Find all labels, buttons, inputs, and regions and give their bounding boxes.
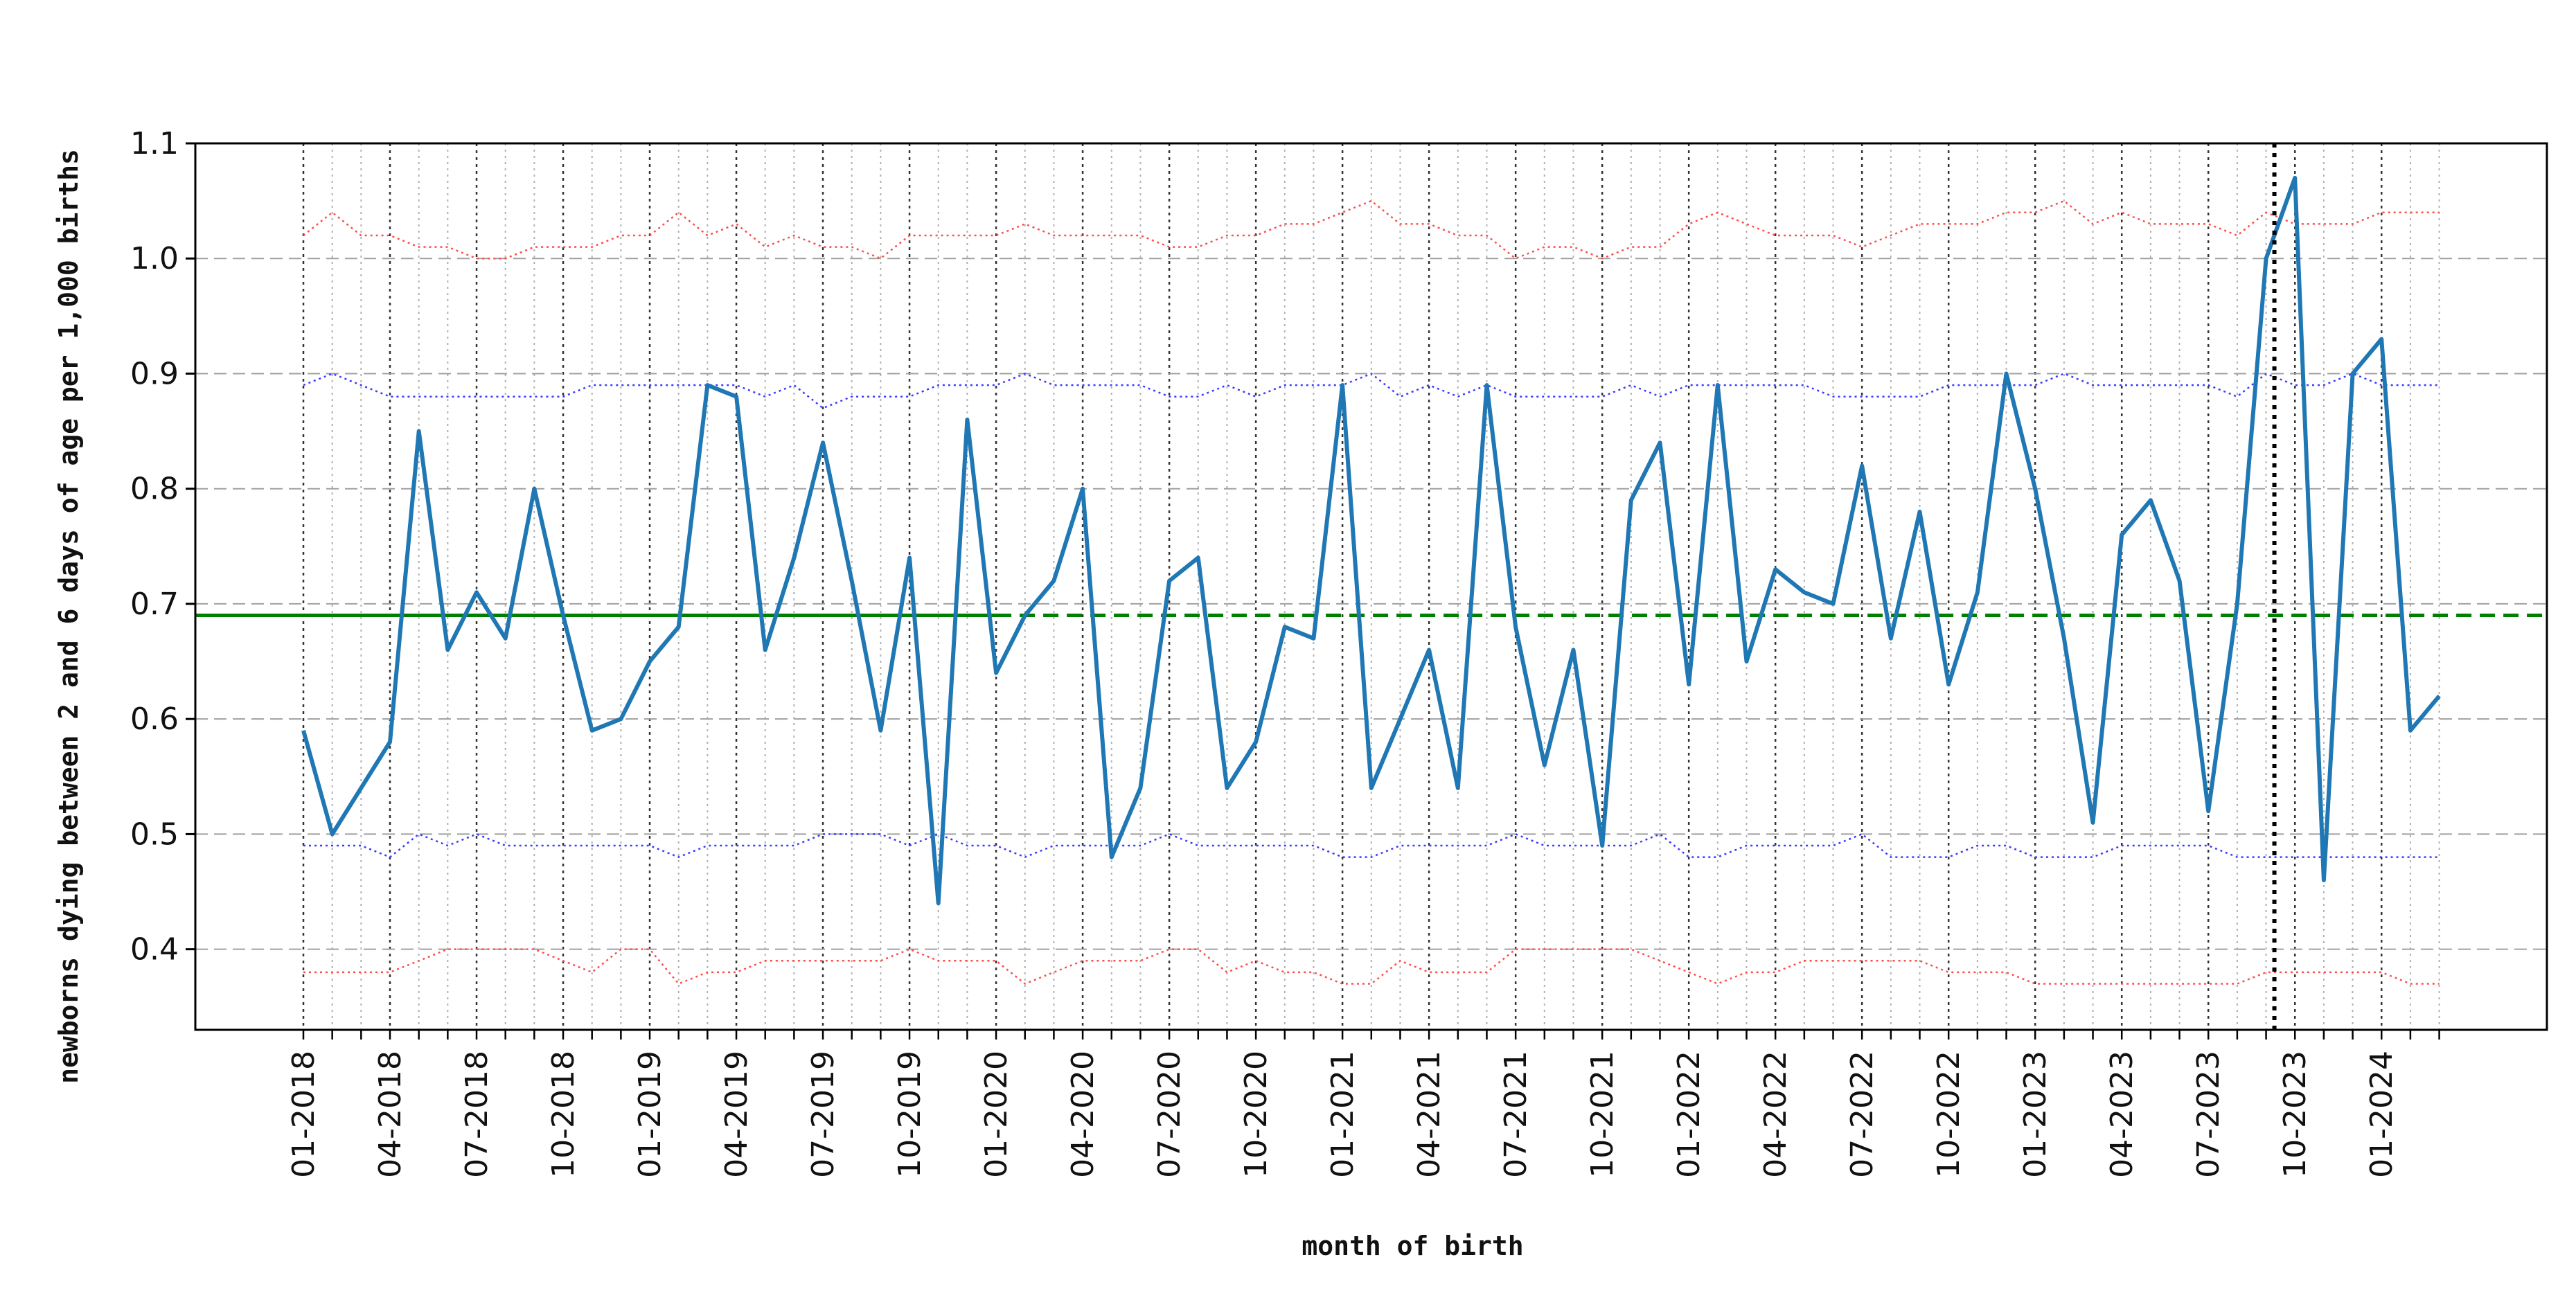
y-tick-label: 1.1 [130,126,179,161]
x-tick-label: 07-2022 [1845,1051,1880,1178]
x-tick-label: 10-2018 [546,1051,581,1178]
x-tick-label: 01-2020 [979,1051,1014,1178]
band-lines [303,199,2440,985]
x-tick-label: 01-2018 [286,1051,321,1178]
upper-inner-bound-line [303,373,2440,409]
x-tick-label: 10-2020 [1238,1051,1274,1178]
gridlines [195,143,2547,1030]
x-tick-label: 10-2021 [1585,1051,1620,1178]
x-tick-label: 10-2022 [1931,1051,1966,1178]
x-tick-label: 10-2019 [892,1051,927,1178]
x-tick-label: 01-2021 [1325,1051,1360,1178]
x-tick-label: 07-2019 [806,1051,841,1178]
x-tick-label: 07-2021 [1498,1051,1534,1178]
y-tick-label: 0.5 [130,817,179,852]
y-tick-label: 0.6 [130,702,179,737]
x-tick-label: 01-2023 [2018,1051,2053,1178]
y-tick-label: 1.0 [130,241,179,276]
x-tick-label: 01-2019 [632,1051,668,1178]
x-tick-label: 10-2023 [2277,1051,2313,1178]
observed-series-group [301,175,2441,906]
x-tick-label: 04-2023 [2104,1051,2140,1178]
y-axis: 0.4 0.5 0.6 0.7 0.8 0.9 1.0 1.1 [130,126,195,967]
y-tick-label: 0.4 [130,932,179,967]
lower-inner-bound-line [303,832,2440,859]
y-axis-title: newborns dying between 2 and 6 days of a… [53,149,84,1084]
x-axis-title: month of birth [1302,1231,1523,1261]
x-tick-label: 01-2022 [1671,1051,1707,1178]
x-tick-label: 01-2024 [2364,1051,2399,1178]
x-tick-label: 04-2022 [1758,1051,1793,1178]
x-tick-label: 07-2020 [1152,1051,1187,1178]
x-axis: 01-2018 04-2018 07-2018 10-2018 01-2019 04-20… [286,1030,2440,1178]
y-tick-label: 0.7 [130,587,179,622]
y-tick-label: 0.8 [130,472,179,507]
x-tick-label: 07-2018 [459,1051,495,1178]
x-tick-label: 04-2020 [1065,1051,1101,1178]
y-tick-label: 0.9 [130,356,179,391]
observed-series-line [301,175,2441,906]
upper-outer-bound-line [303,199,2440,260]
x-tick-label: 07-2023 [2191,1051,2226,1178]
x-tick-label: 04-2021 [1412,1051,1447,1178]
lower-outer-bound-line [303,948,2440,985]
x-tick-label: 04-2019 [719,1051,754,1178]
x-tick-label: 04-2018 [373,1051,408,1178]
